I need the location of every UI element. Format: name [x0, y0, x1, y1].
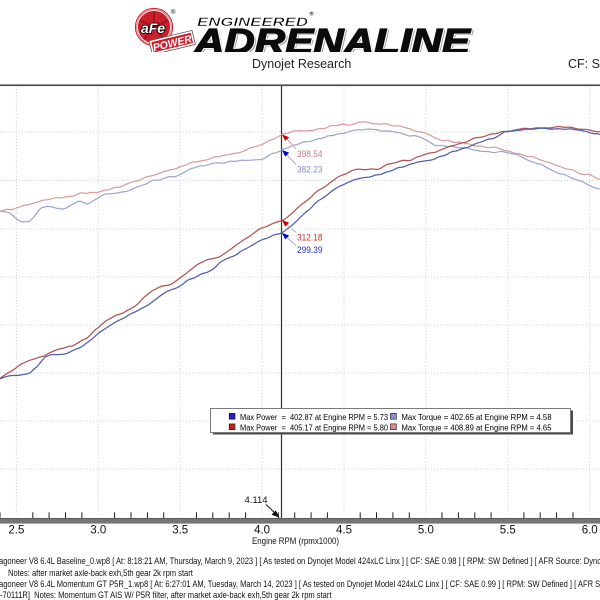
svg-text:Max Power = 405.17 at Engine: Max Power = 405.17 at Engine RPM = 5.80: [240, 424, 389, 433]
svg-text:ADRENALINE: ADRENALINE: [193, 23, 472, 53]
svg-text:Max Torque = 402.65 at Engine: Max Torque = 402.65 at Engine RPM = 4.58: [402, 413, 552, 422]
svg-text:2.5: 2.5: [8, 525, 24, 537]
svg-text:Engine RPM (rpmx1000): Engine RPM (rpmx1000): [252, 536, 339, 547]
svg-text:4.0: 4.0: [254, 525, 270, 537]
svg-text:5.0: 5.0: [418, 525, 434, 537]
svg-text:5.5: 5.5: [500, 525, 516, 537]
svg-text:aFe: aFe: [141, 20, 165, 36]
svg-text:4.5: 4.5: [336, 525, 352, 537]
svg-text:6.0: 6.0: [582, 525, 598, 537]
svg-text:299.39: 299.39: [297, 245, 323, 256]
svg-text:ENGINEERED: ENGINEERED: [197, 17, 308, 29]
svg-text:4.114: 4.114: [245, 495, 268, 506]
svg-text:Max Torque = 408.89 at Engine: Max Torque = 408.89 at Engine RPM = 4.65: [402, 424, 553, 433]
svg-text:ADRENALINE: ADRENALINE: [195, 24, 474, 52]
svg-text:®: ®: [171, 9, 176, 16]
svg-text:Max Power = 402.87 at Engine: Max Power = 402.87 at Engine RPM = 5.73: [240, 413, 388, 422]
svg-text:ADRENALINE: ADRENALINE: [193, 23, 472, 53]
svg-text:3.0: 3.0: [90, 525, 106, 537]
svg-text:®: ®: [310, 11, 314, 18]
svg-text:382.23: 382.23: [297, 164, 323, 175]
svg-text:3.5: 3.5: [172, 525, 188, 537]
svg-text:312.18: 312.18: [297, 232, 323, 243]
svg-text:398.54: 398.54: [297, 149, 323, 160]
